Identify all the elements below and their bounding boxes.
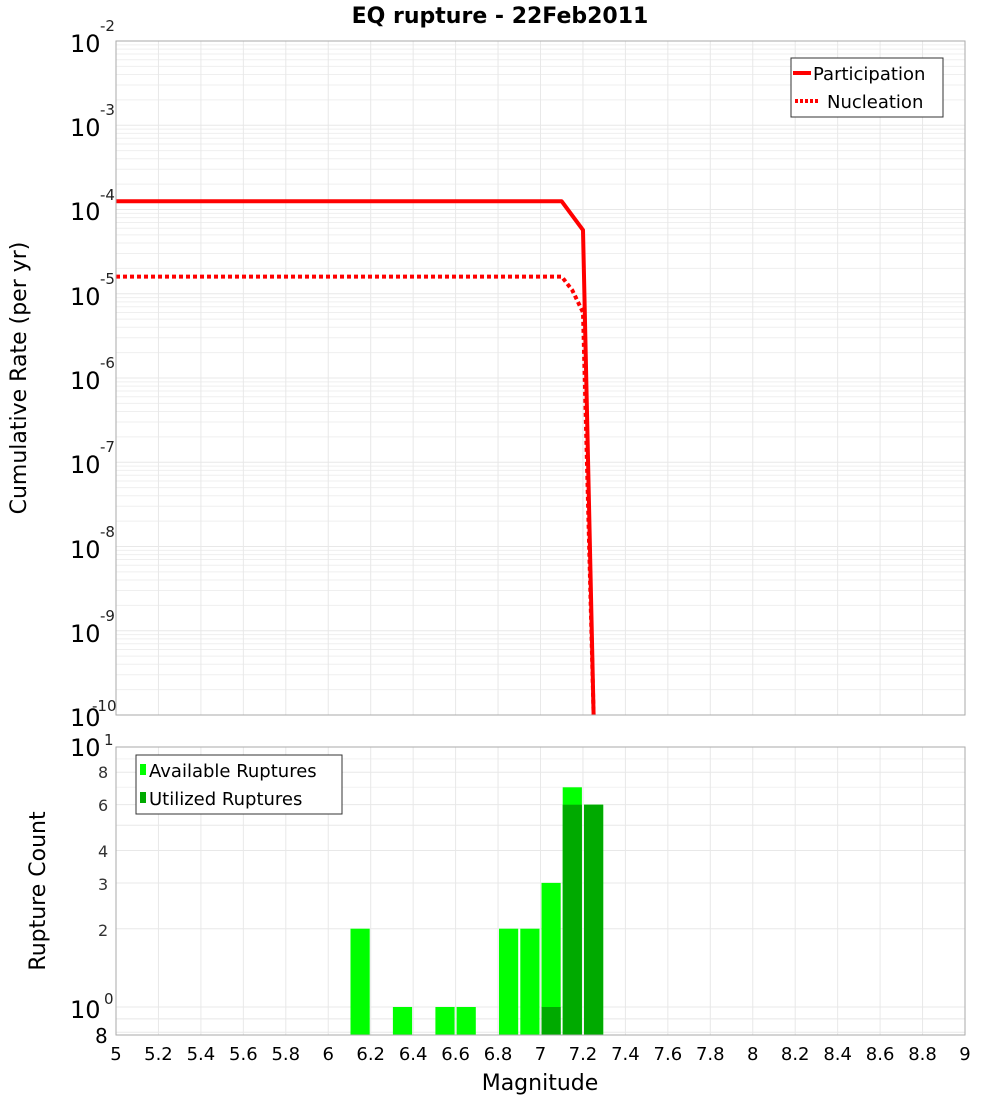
xtick-label: 5.6 (229, 1044, 258, 1065)
xtick-label: 7 (535, 1044, 546, 1065)
ytick-base: 10 (70, 114, 101, 142)
ytick-exp: -9 (100, 607, 115, 625)
ytick-label: 4 (98, 842, 108, 861)
xtick-label: 7.6 (654, 1044, 683, 1065)
available-bar (435, 1007, 455, 1035)
ytick-base: 10 (70, 451, 101, 479)
top-y-ticks: 10 -2 10 -3 10 -4 10 -5 10 -6 10 -7 10 -… (70, 17, 117, 732)
available-bar (456, 1007, 476, 1035)
ytick-exp: -3 (100, 101, 115, 119)
ytick-exp: 1 (104, 731, 114, 749)
xtick-label: 7.2 (569, 1044, 598, 1065)
available-legend-swatch (140, 764, 146, 775)
ytick-base: 10 (70, 30, 101, 58)
ytick-exp: -5 (100, 270, 115, 288)
available-legend-label: Available Ruptures (149, 761, 317, 782)
xtick-label: 5 (110, 1044, 121, 1065)
bottom-legend-box (135, 754, 343, 815)
xtick-label: 6.2 (356, 1044, 385, 1065)
available-bar (350, 928, 370, 1035)
bottom-y-axis-label: Rupture Count (26, 811, 51, 971)
ytick-exp: -10 (92, 697, 117, 715)
xtick-label: 6 (323, 1044, 334, 1065)
xtick-label: 6.8 (484, 1044, 513, 1065)
ytick-label: 6 (98, 796, 108, 815)
xtick-label: 6.6 (441, 1044, 470, 1065)
available-bar (541, 882, 561, 1035)
bottom-y-ticks: 10 1 8 6 4 3 2 10 0 8 (70, 731, 114, 1048)
nucleation-line (116, 274, 596, 716)
xtick-label: 8.2 (781, 1044, 810, 1065)
bars (350, 787, 604, 1035)
ytick-base: 10 (70, 996, 101, 1024)
top-plot-frame (115, 40, 966, 716)
top-lines (116, 199, 596, 716)
available-bar (392, 1007, 413, 1035)
participation-legend-label: Participation (813, 64, 925, 85)
available-bar (499, 928, 519, 1035)
chart-title: EQ rupture - 22Feb2011 (352, 4, 649, 29)
top-legend: Participation Nucleation (790, 57, 944, 118)
ytick-exp: -6 (100, 354, 115, 372)
ytick-base: 10 (70, 198, 101, 226)
ytick-exp: 0 (104, 990, 114, 1008)
xtick-label: 5.8 (271, 1044, 300, 1065)
top-legend-box (790, 57, 944, 118)
xtick-label: 6.4 (399, 1044, 428, 1065)
ytick-base: 10 (70, 734, 101, 762)
x-ticks: 5 5.2 5.4 5.6 5.8 6 6.2 6.4 6.6 6.8 7 7.2 7.4 7.6 7.8 8… (110, 1044, 970, 1065)
ytick-label: 3 (98, 875, 108, 894)
xtick-label: 9 (959, 1044, 970, 1065)
top-y-axis-label: Cumulative Rate (per yr) (7, 242, 32, 515)
utilized-legend-swatch (140, 792, 146, 803)
ytick-exp: -7 (100, 438, 115, 456)
ytick-exp: -2 (100, 17, 115, 35)
xtick-label: 8.8 (908, 1044, 937, 1065)
xtick-label: 5.4 (187, 1044, 216, 1065)
nucleation-legend-label: Nucleation (827, 92, 923, 113)
xtick-label: 7.8 (696, 1044, 725, 1065)
ytick-label: 8 (95, 1024, 108, 1048)
ytick-base: 10 (70, 283, 101, 311)
ytick-base: 10 (70, 620, 101, 648)
xtick-label: 8 (747, 1044, 758, 1065)
xtick-label: 8.4 (823, 1044, 852, 1065)
xtick-label: 5.2 (144, 1044, 173, 1065)
top-grid (116, 41, 966, 716)
xtick-label: 8.6 (866, 1044, 895, 1065)
x-axis-label: Magnitude (482, 1071, 599, 1096)
ytick-base: 10 (70, 704, 101, 732)
utilized-legend-label: Utilized Ruptures (149, 789, 302, 810)
bottom-plot: 10 1 8 6 4 3 2 10 0 8 Rupture Count 5 5.2… (26, 731, 971, 1096)
ytick-label: 8 (98, 763, 108, 782)
ytick-exp: -4 (100, 186, 115, 204)
ytick-exp: -8 (100, 523, 115, 541)
xtick-label: 7.4 (611, 1044, 640, 1065)
bottom-plot-frame (115, 746, 966, 1036)
ytick-base: 10 (70, 367, 101, 395)
utilized-bar (562, 804, 582, 1035)
bottom-legend: Available Ruptures Utilized Ruptures (135, 754, 343, 815)
top-plot: 10 -2 10 -3 10 -4 10 -5 10 -6 10 -7 10 -… (7, 17, 966, 732)
ytick-label: 2 (98, 921, 108, 940)
utilized-bar (541, 1007, 561, 1035)
available-bar (520, 928, 540, 1035)
utilized-bar (584, 804, 604, 1035)
ytick-base: 10 (70, 536, 101, 564)
